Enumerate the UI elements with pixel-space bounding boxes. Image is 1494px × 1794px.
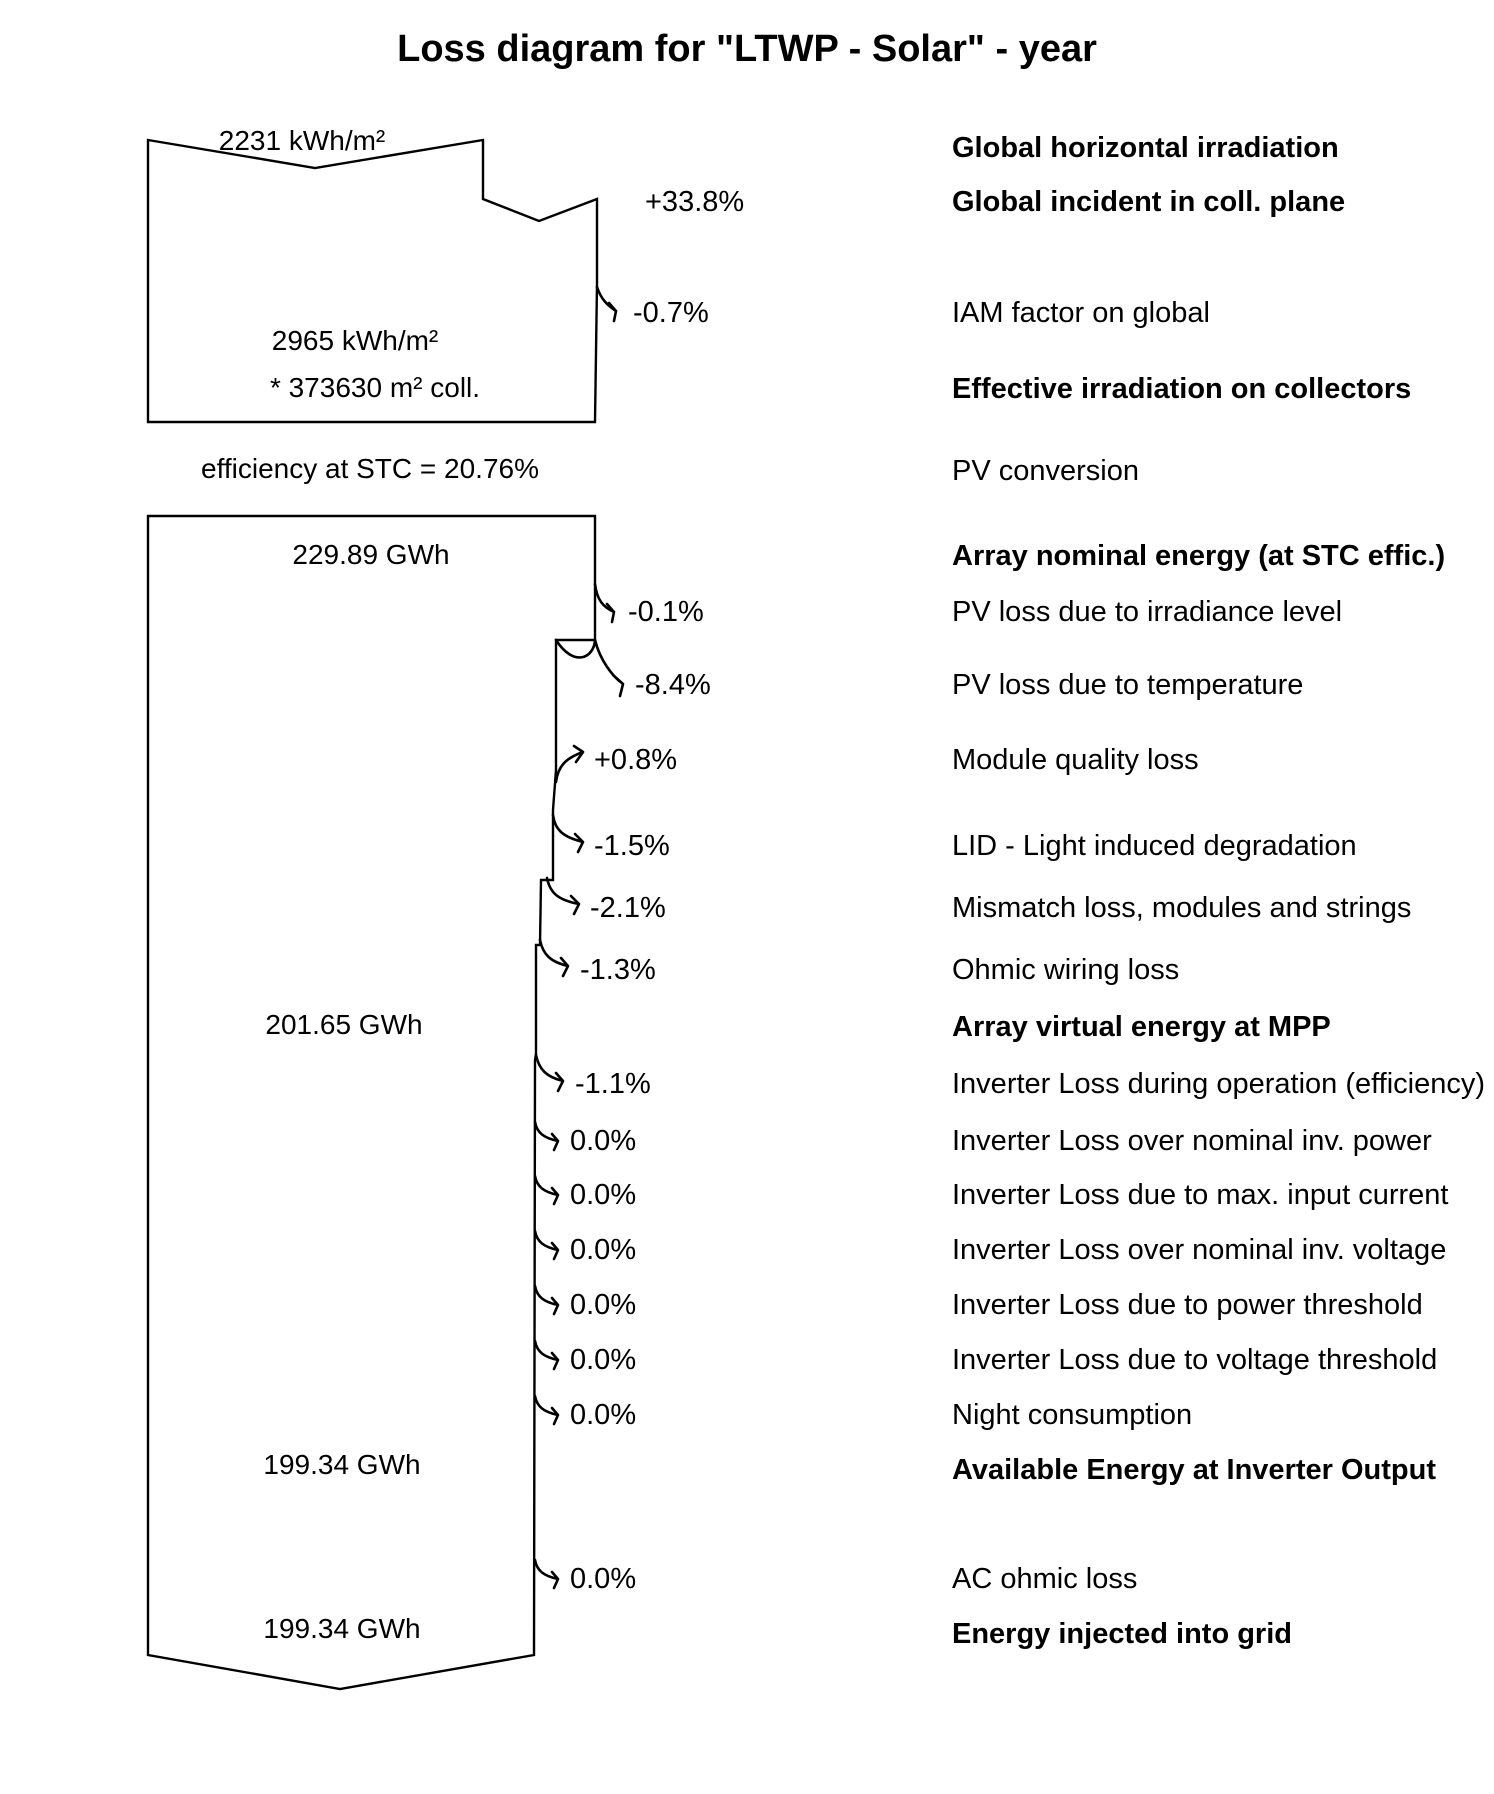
step-label: IAM factor on global xyxy=(952,297,1210,329)
step-label: PV conversion xyxy=(952,455,1139,487)
inverter-voltage-threshold-loss-arrow xyxy=(533,1339,560,1371)
inverter-voltage-pct: 0.0% xyxy=(570,1234,636,1266)
effective-irradiation-value: 2965 kWh/m² xyxy=(272,325,439,356)
temperature-pct: -8.4% xyxy=(635,669,711,701)
global-incident-pct: +33.8% xyxy=(645,186,744,218)
iam-pct: -0.7% xyxy=(633,297,709,329)
step-label: PV loss due to irradiance level xyxy=(952,596,1342,628)
ohmic-wiring-pct: -1.3% xyxy=(580,954,656,986)
step-label: Array nominal energy (at STC effic.) xyxy=(952,540,1445,572)
step-label: Global horizontal irradiation xyxy=(952,132,1339,164)
step-label: Inverter Loss over nominal inv. power xyxy=(952,1125,1432,1157)
step-label: Ohmic wiring loss xyxy=(952,954,1179,986)
inverter-efficiency-pct: -1.1% xyxy=(575,1068,651,1100)
step-label: Effective irradiation on collectors xyxy=(952,373,1411,405)
grid-energy-value: 199.34 GWh xyxy=(263,1613,420,1644)
step-label: Inverter Loss due to power threshold xyxy=(952,1289,1423,1321)
inverter-power-threshold-loss-arrow xyxy=(533,1284,560,1316)
step-label: Inverter Loss during operation (efficien… xyxy=(952,1068,1485,1100)
mismatch-pct: -2.1% xyxy=(590,892,666,924)
night-consumption-loss-arrow xyxy=(533,1394,560,1426)
module-quality-gain-arrow xyxy=(554,744,585,784)
night-consumption-pct: 0.0% xyxy=(570,1399,636,1431)
temperature-loss-arrow xyxy=(554,638,625,698)
step-label: Global incident in coll. plane xyxy=(952,186,1345,218)
inverter-power-threshold-pct: 0.0% xyxy=(570,1289,636,1321)
inverter-power-pct: 0.0% xyxy=(570,1125,636,1157)
step-label: Inverter Loss due to max. input current xyxy=(952,1179,1448,1211)
mismatch-loss-arrow xyxy=(545,876,581,916)
inverter-voltage-threshold-pct: 0.0% xyxy=(570,1344,636,1376)
ghi-value: 2231 kWh/m² xyxy=(219,125,386,156)
step-label: Mismatch loss, modules and strings xyxy=(952,892,1411,924)
step-label: PV loss due to temperature xyxy=(952,669,1303,701)
step-label: Night consumption xyxy=(952,1399,1192,1431)
lid-loss-arrow xyxy=(551,813,585,854)
step-label: LID - Light induced degradation xyxy=(952,830,1357,862)
inverter-output-value: 199.34 GWh xyxy=(263,1449,420,1480)
step-label: Available Energy at Inverter Output xyxy=(952,1454,1436,1486)
diagram-title: Loss diagram for "LTWP - Solar" - year xyxy=(397,28,1097,70)
iam-loss-arrow xyxy=(595,285,618,323)
step-label: AC ohmic loss xyxy=(952,1563,1137,1595)
inverter-current-pct: 0.0% xyxy=(570,1179,636,1211)
inverter-power-loss-arrow xyxy=(533,1120,560,1152)
step-label: Inverter Loss over nominal inv. voltage xyxy=(952,1234,1446,1266)
ohmic-wiring-loss-arrow xyxy=(538,938,570,978)
irradiance-pct: -0.1% xyxy=(628,596,704,628)
energy-block xyxy=(146,514,597,1691)
step-label: Energy injected into grid xyxy=(952,1618,1292,1650)
collector-area-value: * 373630 m² coll. xyxy=(270,372,480,403)
module-quality-pct: +0.8% xyxy=(594,744,677,776)
inverter-current-loss-arrow xyxy=(533,1174,560,1206)
irradiance-loss-arrow xyxy=(593,582,616,624)
stc-efficiency-text: efficiency at STC = 20.76% xyxy=(201,453,539,484)
ac-ohmic-loss-arrow xyxy=(533,1558,560,1590)
inverter-voltage-loss-arrow xyxy=(533,1229,560,1261)
inverter-efficiency-loss-arrow xyxy=(534,1053,565,1093)
lid-pct: -1.5% xyxy=(594,830,670,862)
ac-ohmic-pct: 0.0% xyxy=(570,1563,636,1595)
step-label: Inverter Loss due to voltage threshold xyxy=(952,1344,1437,1376)
nominal-energy-value: 229.89 GWh xyxy=(292,539,449,570)
step-label: Array virtual energy at MPP xyxy=(952,1011,1331,1043)
irradiation-block xyxy=(146,138,599,424)
mpp-energy-value: 201.65 GWh xyxy=(265,1009,422,1040)
step-label: Module quality loss xyxy=(952,744,1199,776)
